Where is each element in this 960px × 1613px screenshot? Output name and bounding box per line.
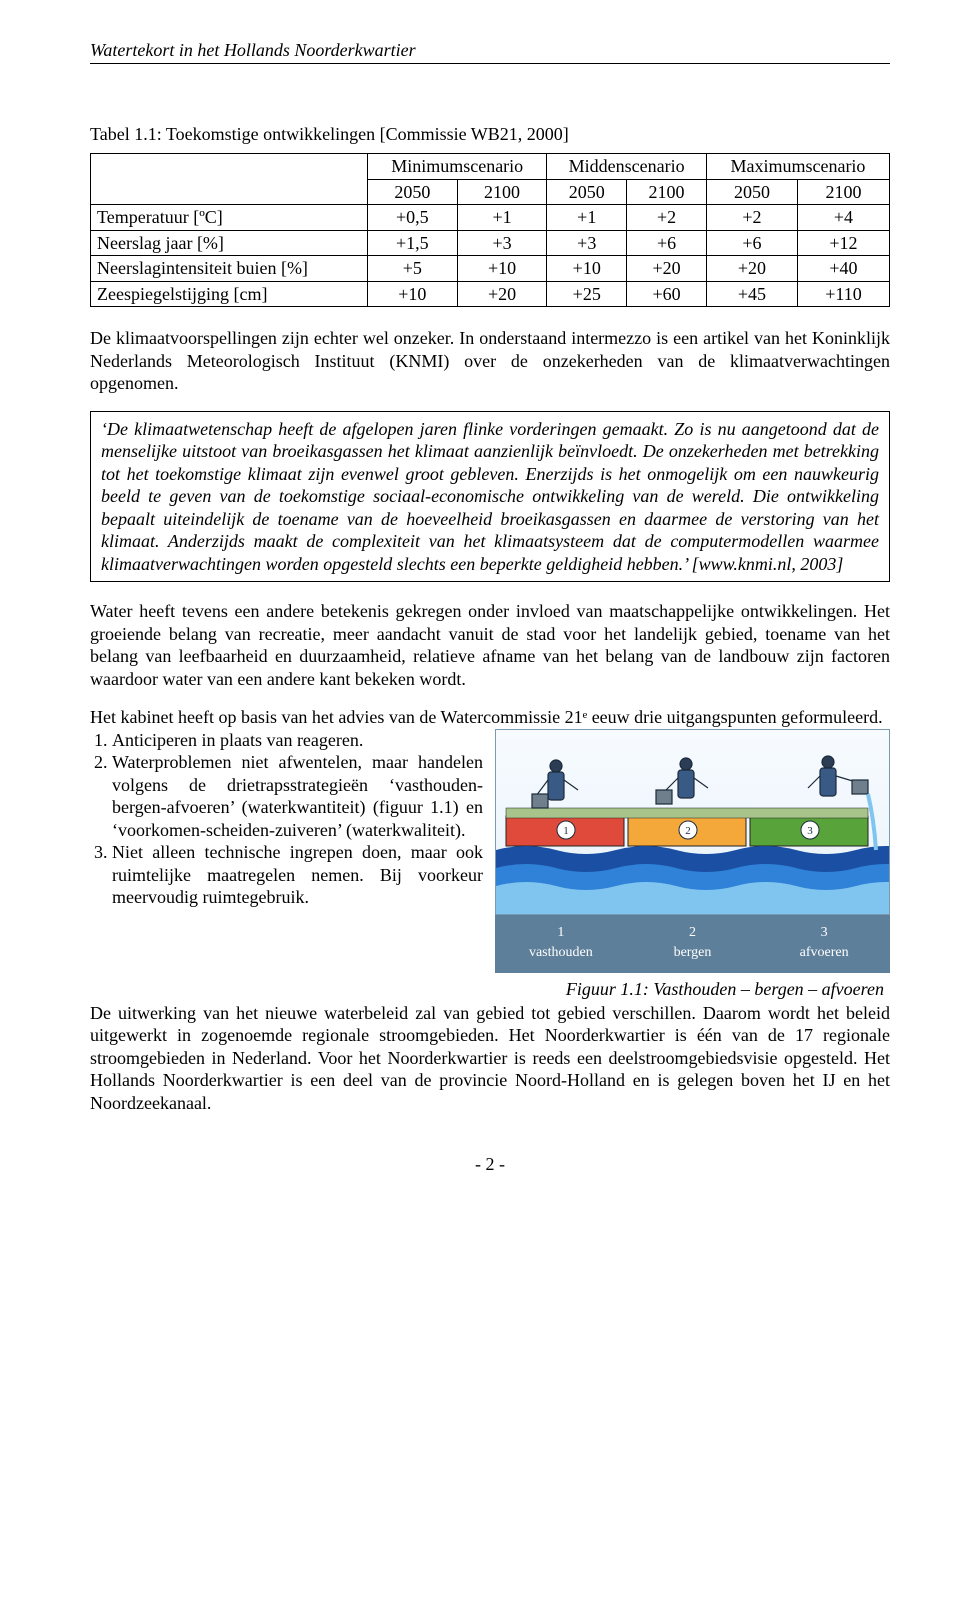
cell: +10 bbox=[547, 256, 627, 282]
table-row: Neerslag jaar [%] +1,5 +3 +3 +6 +6 +12 bbox=[91, 230, 890, 256]
table-header-blank bbox=[91, 154, 368, 205]
table-header: Minimumscenario bbox=[368, 154, 547, 180]
table-header: Middenscenario bbox=[547, 154, 707, 180]
running-title: Watertekort in het Hollands Noorderkwart… bbox=[90, 40, 890, 61]
cell: +2 bbox=[627, 205, 707, 231]
row-label: Zeespiegelstijging [cm] bbox=[91, 281, 368, 307]
cell: +110 bbox=[797, 281, 889, 307]
legend-label: vasthouden bbox=[529, 945, 593, 960]
cell: +12 bbox=[797, 230, 889, 256]
cell: +1 bbox=[457, 205, 547, 231]
list-item: Waterproblemen niet afwentelen, maar han… bbox=[112, 751, 483, 841]
cell: +10 bbox=[368, 281, 458, 307]
cell: +0,5 bbox=[368, 205, 458, 231]
cell: +25 bbox=[547, 281, 627, 307]
row-label: Neerslagintensiteit buien [%] bbox=[91, 256, 368, 282]
cell: +3 bbox=[457, 230, 547, 256]
figure-caption: Figuur 1.1: Vasthouden – bergen – afvoer… bbox=[90, 979, 890, 1000]
paragraph: De klimaatvoorspellingen zijn echter wel… bbox=[90, 327, 890, 395]
legend-item: 1 vasthouden bbox=[496, 925, 626, 961]
legend-label: afvoeren bbox=[800, 945, 849, 960]
row-label: Temperatuur [ºC] bbox=[91, 205, 368, 231]
scenario-table: Minimumscenario Middenscenario Maximumsc… bbox=[90, 153, 890, 307]
page: Watertekort in het Hollands Noorderkwart… bbox=[0, 0, 960, 1205]
legend-item: 2 bergen bbox=[627, 925, 757, 961]
table-row: Temperatuur [ºC] +0,5 +1 +1 +2 +2 +4 bbox=[91, 205, 890, 231]
svg-text:3: 3 bbox=[807, 825, 813, 837]
list-item: Niet alleen technische ingrepen doen, ma… bbox=[112, 841, 483, 909]
boxed-quote: ‘De klimaatwetenschap heeft de afgelopen… bbox=[90, 411, 890, 583]
numbered-list: Anticiperen in plaats van reageren. Wate… bbox=[90, 729, 483, 909]
cell: +1 bbox=[547, 205, 627, 231]
table-year: 2050 bbox=[368, 179, 458, 205]
paragraph: Het kabinet heeft op basis van het advie… bbox=[90, 706, 890, 729]
table-row: Minimumscenario Middenscenario Maximumsc… bbox=[91, 154, 890, 180]
water-diagram-svg: 1 2 3 bbox=[496, 730, 890, 915]
table-caption: Tabel 1.1: Toekomstige ontwikkelingen [C… bbox=[90, 124, 890, 145]
figure: 1 2 3 1 vasthouden 2 bergen 3 afvoere bbox=[495, 729, 890, 973]
table-header: Maximumscenario bbox=[706, 154, 889, 180]
cell: +4 bbox=[797, 205, 889, 231]
cell: +5 bbox=[368, 256, 458, 282]
table-row: Neerslagintensiteit buien [%] +5 +10 +10… bbox=[91, 256, 890, 282]
cell: +20 bbox=[706, 256, 797, 282]
table-year: 2100 bbox=[457, 179, 547, 205]
cell: +45 bbox=[706, 281, 797, 307]
table-year: 2100 bbox=[797, 179, 889, 205]
cell: +6 bbox=[706, 230, 797, 256]
points-column: Anticiperen in plaats van reageren. Wate… bbox=[90, 729, 483, 909]
cell: +3 bbox=[547, 230, 627, 256]
table-year: 2100 bbox=[627, 179, 707, 205]
figure-legend: 1 vasthouden 2 bergen 3 afvoeren bbox=[495, 915, 890, 973]
legend-number: 2 bbox=[627, 925, 757, 941]
legend-number: 3 bbox=[759, 925, 889, 941]
cell: +60 bbox=[627, 281, 707, 307]
row-label: Neerslag jaar [%] bbox=[91, 230, 368, 256]
cell: +2 bbox=[706, 205, 797, 231]
paragraph: Water heeft tevens een andere betekenis … bbox=[90, 600, 890, 690]
table-row: Zeespiegelstijging [cm] +10 +20 +25 +60 … bbox=[91, 281, 890, 307]
list-item: Anticiperen in plaats van reageren. bbox=[112, 729, 483, 752]
cell: +1,5 bbox=[368, 230, 458, 256]
legend-label: bergen bbox=[674, 945, 712, 960]
cell: +20 bbox=[457, 281, 547, 307]
svg-text:2: 2 bbox=[685, 825, 691, 837]
table-year: 2050 bbox=[706, 179, 797, 205]
header-rule bbox=[90, 63, 890, 64]
cell: +20 bbox=[627, 256, 707, 282]
paragraph: De uitwerking van het nieuwe waterbeleid… bbox=[90, 1002, 890, 1115]
cell: +6 bbox=[627, 230, 707, 256]
figure-illustration: 1 2 3 bbox=[495, 729, 890, 915]
legend-number: 1 bbox=[496, 925, 626, 941]
page-number: - 2 - bbox=[90, 1154, 890, 1175]
table-year: 2050 bbox=[547, 179, 627, 205]
cell: +10 bbox=[457, 256, 547, 282]
svg-text:1: 1 bbox=[563, 825, 569, 837]
cell: +40 bbox=[797, 256, 889, 282]
legend-item: 3 afvoeren bbox=[759, 925, 889, 961]
two-column-block: Anticiperen in plaats van reageren. Wate… bbox=[90, 729, 890, 973]
